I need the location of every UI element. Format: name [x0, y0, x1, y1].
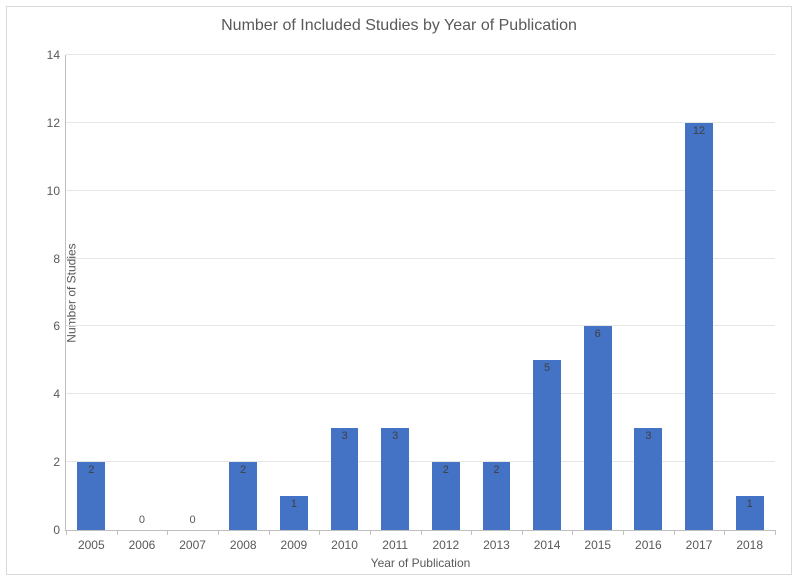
- gridline: [66, 54, 775, 55]
- gridline: [66, 325, 775, 326]
- y-tick-label: 6: [53, 319, 66, 333]
- x-tick-label: 2011: [382, 530, 408, 552]
- x-tick-label: 2006: [129, 530, 156, 552]
- bar-data-label: 1: [736, 498, 764, 510]
- gridline: [66, 393, 775, 394]
- x-tick-label: 2014: [534, 530, 561, 552]
- x-tick: [370, 530, 371, 535]
- gridline: [66, 190, 775, 191]
- bar-data-label: 3: [331, 430, 359, 442]
- bar-data-label: 2: [432, 464, 460, 476]
- bar: 1: [280, 496, 308, 530]
- x-tick-label: 2010: [331, 530, 358, 552]
- bar: 1: [736, 496, 764, 530]
- x-tick: [775, 530, 776, 535]
- plot-area: Number of Studies Year of Publication 02…: [65, 55, 775, 531]
- bar-data-label: 5: [533, 362, 561, 374]
- x-axis-title: Year of Publication: [66, 530, 775, 570]
- x-tick: [471, 530, 472, 535]
- bar-data-label: 2: [229, 464, 257, 476]
- x-tick: [522, 530, 523, 535]
- x-tick-label: 2009: [281, 530, 308, 552]
- x-tick: [269, 530, 270, 535]
- y-tick-label: 4: [53, 387, 66, 401]
- x-tick: [623, 530, 624, 535]
- bar-data-label: 6: [584, 328, 612, 340]
- x-tick: [421, 530, 422, 535]
- x-tick-label: 2016: [635, 530, 662, 552]
- bar-data-label: 12: [685, 125, 713, 137]
- bar-data-label: 0: [167, 514, 218, 526]
- bar: 3: [331, 428, 359, 530]
- bar-data-label: 0: [117, 514, 168, 526]
- gridline: [66, 461, 775, 462]
- chart-title: Number of Included Studies by Year of Pu…: [7, 17, 791, 35]
- bar: 2: [77, 462, 105, 530]
- x-tick-label: 2008: [230, 530, 257, 552]
- x-tick: [674, 530, 675, 535]
- bar: 5: [533, 360, 561, 530]
- x-tick: [66, 530, 67, 535]
- y-tick-label: 0: [53, 523, 66, 537]
- y-tick-label: 8: [53, 252, 66, 266]
- gridline: [66, 258, 775, 259]
- bar: 3: [634, 428, 662, 530]
- x-tick-label: 2012: [432, 530, 459, 552]
- x-tick: [167, 530, 168, 535]
- x-tick-label: 2005: [78, 530, 105, 552]
- bar-data-label: 2: [483, 464, 511, 476]
- gridline: [66, 122, 775, 123]
- x-tick-label: 2018: [736, 530, 763, 552]
- bar: 2: [229, 462, 257, 530]
- bar-data-label: 1: [280, 498, 308, 510]
- y-tick-label: 14: [47, 48, 66, 62]
- y-tick-label: 12: [47, 116, 66, 130]
- bar: 2: [483, 462, 511, 530]
- bar-data-label: 3: [634, 430, 662, 442]
- bar: 3: [381, 428, 409, 530]
- bar: 2: [432, 462, 460, 530]
- chart-container: Number of Included Studies by Year of Pu…: [6, 6, 792, 575]
- x-tick: [319, 530, 320, 535]
- x-tick-label: 2015: [584, 530, 611, 552]
- bar: 12: [685, 123, 713, 530]
- bar-data-label: 2: [77, 464, 105, 476]
- x-tick-label: 2007: [179, 530, 206, 552]
- x-tick: [218, 530, 219, 535]
- x-tick: [724, 530, 725, 535]
- x-tick-label: 2013: [483, 530, 510, 552]
- x-tick-label: 2017: [686, 530, 713, 552]
- x-tick: [572, 530, 573, 535]
- y-tick-label: 2: [53, 455, 66, 469]
- y-tick-label: 10: [47, 184, 66, 198]
- bar-data-label: 3: [381, 430, 409, 442]
- x-tick: [117, 530, 118, 535]
- bar: 6: [584, 326, 612, 530]
